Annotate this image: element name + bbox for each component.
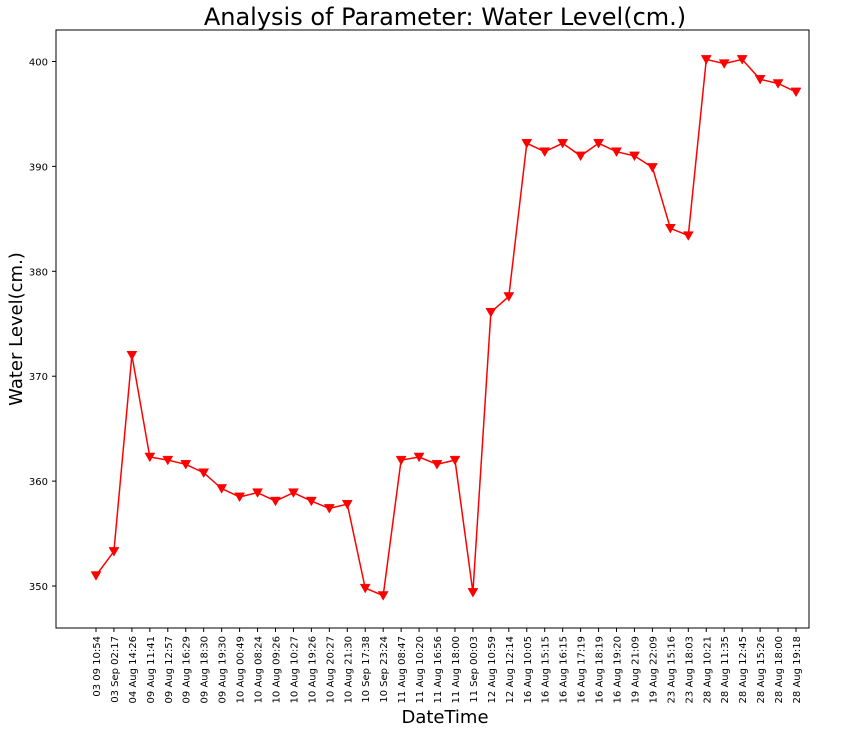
data-point-marker bbox=[575, 151, 587, 162]
data-point-marker bbox=[431, 460, 443, 470]
data-point-marker bbox=[467, 588, 479, 598]
data-point-marker bbox=[503, 292, 515, 302]
data-point-marker bbox=[629, 151, 640, 162]
x-tick-label: 10 Aug 09:26 bbox=[271, 636, 282, 703]
data-point-marker bbox=[377, 591, 389, 601]
y-axis: 350 360 370 380 390 400 bbox=[29, 57, 56, 593]
x-tick-label: 09 Aug 18:30 bbox=[200, 636, 211, 703]
series-line bbox=[95, 58, 797, 597]
x-tick-label: 28 Aug 18:00 bbox=[774, 636, 785, 703]
x-tick-label: 28 Aug 11:35 bbox=[720, 636, 731, 703]
x-tick-label: 09 Aug 11:41 bbox=[146, 636, 157, 703]
data-point-marker bbox=[449, 455, 461, 466]
x-tick-label: 19 Aug 22:09 bbox=[648, 636, 659, 703]
x-tick-label: 09 Aug 16:29 bbox=[182, 636, 193, 703]
data-point-marker bbox=[485, 307, 497, 318]
y-tick-label: 400 bbox=[29, 57, 48, 68]
x-tick-label: 19 Aug 21:09 bbox=[630, 636, 641, 703]
x-tick-label: 28 Aug 19:18 bbox=[792, 636, 803, 703]
data-point-marker bbox=[198, 468, 210, 478]
data-point-marker bbox=[288, 488, 299, 498]
x-tick-label: 11 Aug 18:00 bbox=[451, 636, 462, 703]
plot-area bbox=[55, 29, 810, 629]
data-point-marker bbox=[718, 59, 730, 69]
x-tick-label: 09 Aug 19:30 bbox=[218, 636, 229, 703]
chart-title: Analysis of Parameter: Water Level(cm.) bbox=[204, 3, 686, 31]
data-point-marker bbox=[395, 455, 407, 466]
data-point-marker bbox=[108, 547, 120, 557]
x-tick-label: 10 Aug 21:30 bbox=[343, 636, 354, 703]
x-tick-label: 10 Aug 10:27 bbox=[289, 636, 300, 703]
x-tick-label: 09 Aug 12:57 bbox=[164, 636, 175, 703]
x-tick-label: 11 Aug 08:47 bbox=[397, 636, 408, 703]
data-point-marker bbox=[700, 55, 712, 65]
data-point-marker bbox=[359, 583, 371, 594]
x-tick-label: 10 Aug 19:26 bbox=[307, 636, 318, 703]
data-point-marker bbox=[413, 452, 425, 463]
x-tick-label: 16 Aug 18:19 bbox=[595, 636, 606, 703]
data-point-marker bbox=[664, 224, 676, 234]
x-tick-label: 16 Aug 10:05 bbox=[523, 636, 534, 703]
data-point-marker bbox=[162, 455, 174, 466]
x-tick-label: 23 Aug 15:16 bbox=[666, 636, 677, 703]
x-tick-label: 10 Sep 17:38 bbox=[361, 636, 372, 703]
x-tick-label: 03 Sep 02:17 bbox=[110, 636, 121, 703]
x-tick-label: 16 Aug 15:15 bbox=[541, 636, 552, 703]
x-tick-label: 11 Aug 16:56 bbox=[433, 636, 444, 703]
data-point-marker bbox=[593, 139, 604, 149]
data-point-marker bbox=[323, 504, 335, 514]
data-point-marker bbox=[736, 55, 748, 65]
data-point-marker bbox=[216, 484, 228, 494]
data-point-marker bbox=[305, 496, 317, 507]
data-point-marker bbox=[252, 488, 263, 498]
data-series bbox=[90, 55, 802, 601]
data-point-marker bbox=[682, 231, 694, 241]
data-point-marker bbox=[539, 147, 551, 157]
y-tick-label: 350 bbox=[29, 582, 48, 593]
data-point-marker bbox=[790, 87, 802, 98]
x-tick-label: 28 Aug 15:26 bbox=[756, 636, 767, 703]
x-tick-label: 16 Aug 19:20 bbox=[613, 636, 624, 703]
data-point-marker bbox=[772, 79, 784, 89]
x-tick-label: 16 Aug 16:15 bbox=[559, 636, 570, 703]
x-axis: 03 09 10:54 03 Sep 02:17 04 Aug 14:26 09 Au… bbox=[92, 628, 803, 703]
x-tick-label: 10 Aug 08:24 bbox=[254, 636, 265, 703]
x-tick-label: 10 Sep 23:24 bbox=[379, 636, 390, 703]
data-point-marker bbox=[557, 139, 569, 149]
data-point-marker bbox=[144, 452, 156, 463]
data-point-marker bbox=[646, 163, 658, 173]
x-tick-label: 12 Aug 12:14 bbox=[505, 636, 516, 703]
data-point-marker bbox=[126, 350, 138, 361]
data-point-marker bbox=[90, 571, 102, 581]
x-tick-label: 16 Aug 17:19 bbox=[577, 636, 588, 703]
data-point-marker bbox=[341, 499, 353, 510]
y-tick-label: 370 bbox=[29, 372, 48, 383]
x-tick-label: 03 09 10:54 bbox=[92, 636, 103, 697]
x-tick-label: 04 Aug 14:26 bbox=[128, 636, 139, 703]
data-point-marker bbox=[611, 147, 622, 157]
data-point-marker bbox=[180, 460, 192, 470]
y-tick-label: 390 bbox=[29, 162, 48, 173]
x-tick-label: 11 Aug 10:20 bbox=[415, 636, 426, 703]
x-tick-label: 10 Aug 00:49 bbox=[236, 636, 247, 703]
x-tick-label: 11 Sep 00:03 bbox=[469, 636, 480, 703]
x-tick-label: 28 Aug 12:45 bbox=[738, 636, 749, 703]
y-tick-label: 360 bbox=[29, 477, 48, 488]
x-tick-label: 28 Aug 10:21 bbox=[702, 636, 713, 703]
data-point-marker bbox=[270, 496, 281, 507]
data-point-marker bbox=[234, 492, 246, 503]
y-tick-label: 380 bbox=[29, 267, 48, 278]
x-axis-label: DateTime bbox=[401, 707, 488, 728]
data-point-marker bbox=[754, 75, 766, 85]
y-axis-label: Water Level(cm.) bbox=[6, 252, 27, 406]
data-point-marker bbox=[521, 139, 533, 149]
x-tick-label: 23 Aug 18:03 bbox=[684, 636, 695, 703]
x-tick-label: 12 Aug 10:59 bbox=[487, 636, 498, 703]
x-tick-label: 10 Aug 20:27 bbox=[325, 636, 336, 703]
